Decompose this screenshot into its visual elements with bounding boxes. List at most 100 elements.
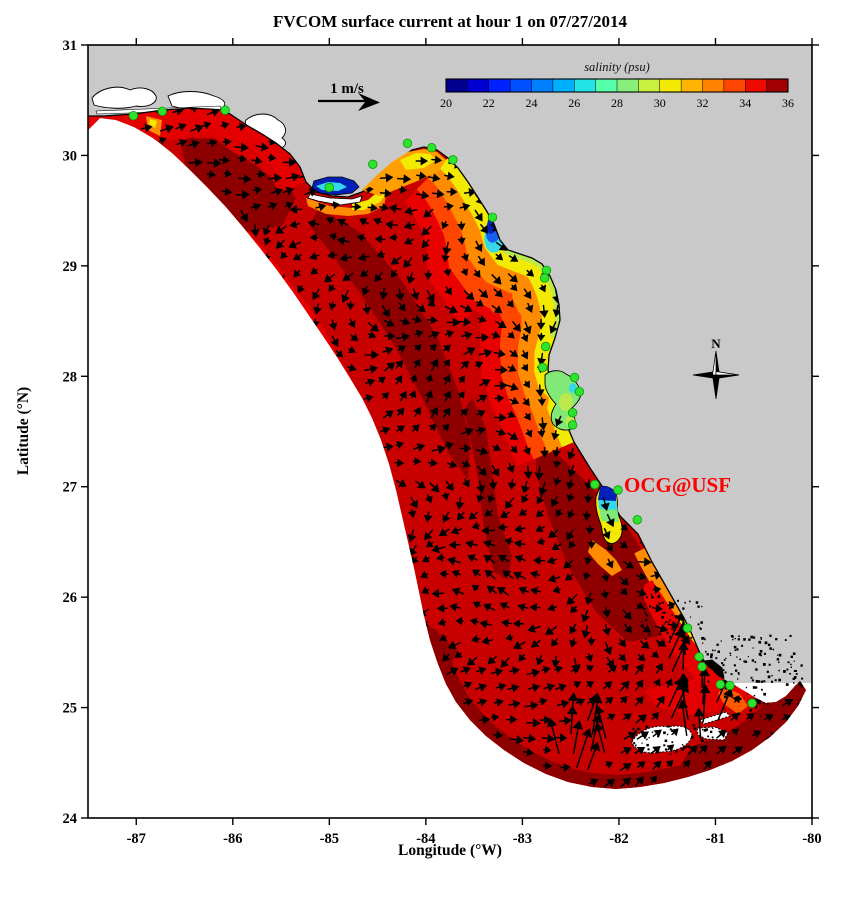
current-arrow (348, 345, 356, 354)
current-arrow (551, 655, 561, 668)
current-arrow (158, 136, 167, 145)
current-arrow (538, 482, 548, 496)
current-arrow (460, 304, 473, 313)
current-arrow (781, 714, 792, 723)
current-arrow (475, 299, 484, 307)
current-arrow (431, 588, 445, 599)
current-arrow (497, 522, 508, 532)
x-axis-label: Longitude (°W) (398, 842, 502, 859)
current-arrow (415, 190, 430, 200)
current-arrow (559, 763, 571, 772)
current-arrow (447, 460, 458, 469)
compass-north-label: N (711, 336, 721, 351)
current-arrow (427, 458, 438, 468)
current-arrow (478, 715, 491, 725)
current-arrow (552, 446, 561, 458)
current-arrow (514, 554, 526, 564)
current-arrow (239, 209, 248, 223)
current-arrow (431, 189, 445, 199)
station-dot (539, 273, 550, 283)
current-arrow (455, 496, 465, 510)
current-arrow (312, 288, 321, 301)
current-arrow (493, 730, 504, 740)
current-arrow (462, 478, 470, 488)
x-tick-label: -86 (223, 831, 242, 847)
current-arrow (446, 187, 458, 197)
current-arrow (190, 108, 199, 113)
current-arrow (423, 208, 434, 218)
current-arrow (600, 589, 609, 600)
current-arrow (535, 384, 545, 397)
current-arrow (478, 379, 491, 388)
current-arrow (621, 664, 629, 672)
current-arrow (551, 430, 560, 441)
colorbar-cell (446, 79, 468, 92)
colorbar-cell (659, 79, 682, 92)
current-arrow (465, 539, 478, 549)
current-arrow (607, 713, 616, 722)
current-arrow (495, 252, 504, 261)
current-arrow (362, 303, 371, 315)
current-arrow (651, 603, 664, 613)
current-arrow (323, 273, 336, 283)
station-dot (567, 420, 578, 430)
current-arrow (389, 233, 398, 242)
current-arrow (537, 332, 546, 342)
colorbar-tick-label: 22 (483, 96, 495, 110)
current-arrow (330, 335, 339, 347)
colorbar-tick-label: 24 (526, 96, 538, 110)
current-arrow (206, 170, 216, 179)
current-arrow (522, 321, 532, 335)
current-arrow (634, 696, 644, 707)
current-arrow (447, 556, 461, 566)
current-arrow (415, 480, 426, 489)
current-arrow (667, 620, 680, 630)
current-arrow (506, 299, 514, 308)
current-arrow (383, 362, 396, 372)
current-arrow (539, 304, 549, 319)
current-arrow (501, 618, 513, 628)
axes-layer: -87 -86 -85 -84 -83 -82 -81 -80 31 30 29 28 27 26 25 24 (63, 38, 822, 847)
current-arrow (235, 189, 250, 200)
island-speckles (632, 594, 804, 755)
current-arrow (716, 745, 727, 755)
current-arrow (223, 169, 233, 178)
current-arrow (493, 413, 507, 423)
current-arrow (476, 409, 486, 418)
current-arrow (496, 586, 509, 596)
y-tick-label: 27 (63, 480, 78, 496)
current-arrow (421, 239, 430, 249)
station-dot (567, 408, 578, 418)
current-arrow (441, 221, 450, 230)
current-arrow (470, 634, 481, 644)
current-arrow (398, 185, 408, 194)
current-arrow (605, 558, 614, 569)
current-arrow (313, 303, 322, 315)
current-arrow (693, 707, 705, 740)
current-arrow (441, 253, 450, 263)
current-arrow (346, 301, 355, 311)
colorbar-cell (702, 79, 725, 92)
current-arrow (255, 142, 269, 152)
colorbar-tick-label: 34 (739, 96, 751, 110)
current-arrow (429, 344, 437, 352)
current-arrow (409, 496, 418, 509)
current-arrow (412, 358, 421, 368)
current-arrow (531, 639, 541, 648)
current-arrow (593, 722, 606, 753)
current-arrow (637, 761, 646, 769)
current-arrow (554, 733, 568, 743)
current-arrow (424, 270, 433, 281)
current-arrow (271, 187, 284, 197)
current-arrow (698, 745, 708, 754)
current-arrow (466, 656, 478, 666)
land-mass (88, 45, 812, 683)
x-tick-label: -83 (513, 831, 532, 847)
current-arrow (304, 188, 318, 197)
current-arrow (456, 511, 466, 521)
current-arrow (468, 511, 478, 520)
current-arrow (636, 571, 647, 581)
current-arrow (639, 640, 650, 649)
current-arrow (540, 446, 549, 458)
current-arrow (251, 156, 263, 166)
